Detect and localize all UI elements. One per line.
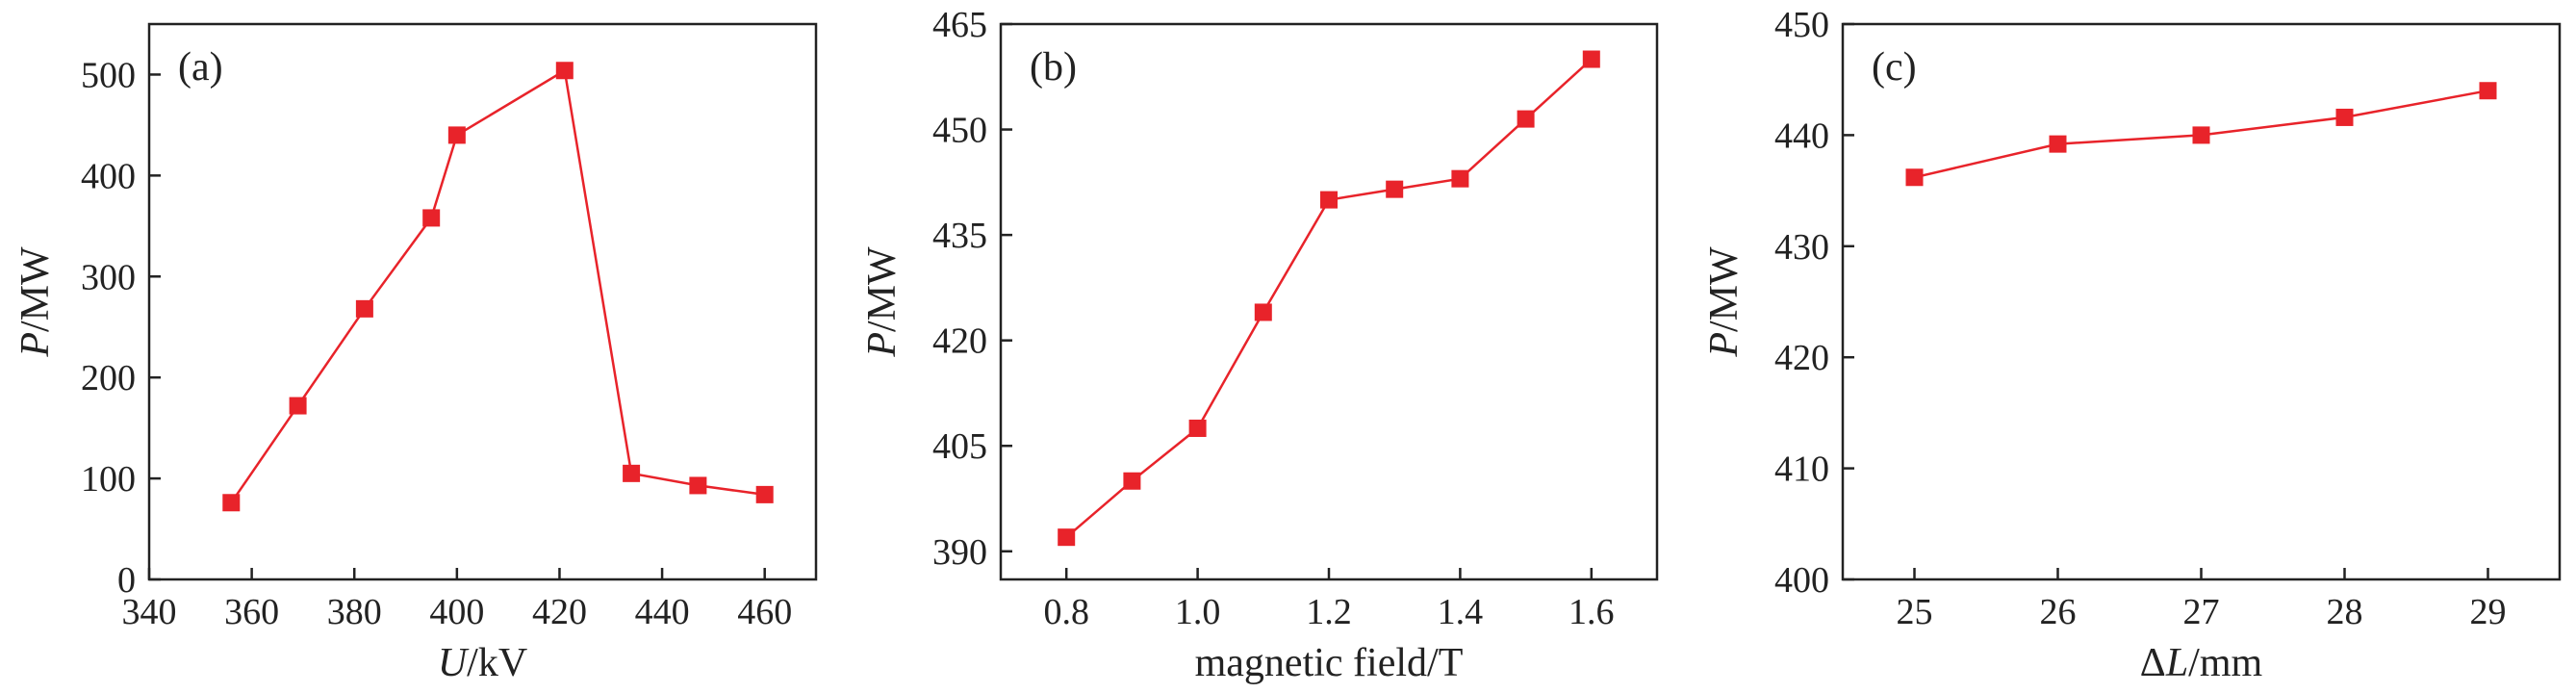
x-tick-label-c: 28 bbox=[2327, 592, 2363, 632]
x-tick-label-a: 360 bbox=[224, 592, 279, 632]
y-tick-label-a: 100 bbox=[81, 459, 136, 500]
data-point-c bbox=[2335, 108, 2354, 126]
data-point-b bbox=[1582, 50, 1600, 68]
data-point-a bbox=[222, 494, 241, 512]
y-tick-label-b: 420 bbox=[932, 321, 987, 362]
y-axis-label-symbol-a: P bbox=[13, 332, 58, 358]
y-tick-label-a: 200 bbox=[81, 358, 136, 398]
y-tick-label-a: 0 bbox=[117, 560, 136, 601]
x-axis-label-prefix-c: Δ bbox=[2140, 641, 2166, 685]
x-tick-label-b: 1.0 bbox=[1175, 592, 1221, 632]
data-point-a bbox=[623, 464, 641, 482]
chart-panel-a: 340 360 380 400 420 440 460 0 100 200 300 400 500 U/k… bbox=[13, 22, 818, 685]
data-point-a bbox=[355, 299, 373, 318]
data-point-b bbox=[1386, 180, 1404, 198]
plot-frame-a bbox=[147, 22, 818, 581]
data-point-a bbox=[555, 62, 574, 80]
x-tick-label-c: 26 bbox=[2040, 592, 2077, 632]
data-point-b bbox=[1058, 528, 1076, 547]
data-point-a bbox=[755, 485, 774, 503]
y-tick-label-c: 400 bbox=[1774, 560, 1829, 601]
data-point-c bbox=[1905, 168, 1924, 187]
x-tick-label-b: 1.6 bbox=[1569, 592, 1615, 632]
y-tick-label-b: 390 bbox=[932, 532, 987, 573]
y-axis-label-symbol-b: P bbox=[860, 332, 905, 358]
y-tick-label-b: 405 bbox=[932, 426, 987, 467]
x-tick-label-a: 400 bbox=[429, 592, 484, 632]
data-point-b bbox=[1517, 110, 1535, 128]
y-tick-label-c: 440 bbox=[1774, 116, 1829, 156]
x-axis-label-symbol-c: L bbox=[2165, 641, 2188, 685]
panel-label-a: (a) bbox=[178, 45, 223, 90]
y-axis-label-a: P/MW bbox=[13, 246, 58, 358]
y-tick-label-b: 450 bbox=[932, 111, 987, 151]
x-axis-label-unit-b: magnetic field/T bbox=[1195, 641, 1464, 685]
x-tick-label-a: 380 bbox=[327, 592, 382, 632]
data-point-a bbox=[447, 126, 466, 144]
x-axis-label-symbol-a: U bbox=[438, 641, 470, 685]
x-tick-label-b: 0.8 bbox=[1043, 592, 1089, 632]
y-tick-label-b: 465 bbox=[932, 5, 987, 45]
x-axis-label-unit-a: /kV bbox=[467, 641, 527, 685]
panel-label-b: (b) bbox=[1030, 45, 1077, 90]
data-point-a bbox=[422, 209, 441, 227]
panel-label-c: (c) bbox=[1872, 45, 1917, 90]
x-tick-label-b: 1.2 bbox=[1306, 592, 1352, 632]
y-tick-label-b: 435 bbox=[932, 216, 987, 256]
y-axis-label-b: P/MW bbox=[860, 246, 905, 358]
data-point-b bbox=[1254, 303, 1272, 321]
y-tick-label-c: 420 bbox=[1774, 338, 1829, 378]
chart-panel-b: 0.8 1.0 1.2 1.4 1.6 390 405 420 435 450 465 magneti… bbox=[860, 5, 1659, 685]
data-point-a bbox=[689, 476, 707, 495]
data-point-a bbox=[289, 397, 307, 415]
data-point-b bbox=[1451, 169, 1469, 188]
y-tick-label-c: 430 bbox=[1774, 227, 1829, 268]
y-tick-label-a: 300 bbox=[81, 257, 136, 297]
x-tick-label-b: 1.4 bbox=[1438, 592, 1484, 632]
chart-panel-c: 25 26 27 28 29 400 410 420 430 440 450 ΔL/mm P/MW (c) bbox=[1702, 5, 2562, 685]
y-axis-label-unit-a: /MW bbox=[13, 246, 58, 332]
y-tick-label-c: 450 bbox=[1774, 5, 1829, 45]
y-axis-label-unit-b: /MW bbox=[860, 246, 905, 332]
x-tick-label-a: 440 bbox=[635, 592, 690, 632]
y-axis-label-c: P/MW bbox=[1702, 246, 1747, 358]
data-point-c bbox=[2049, 135, 2067, 153]
x-axis-label-unit-c: /mm bbox=[2188, 641, 2262, 685]
x-tick-label-a: 460 bbox=[737, 592, 792, 632]
data-point-c bbox=[2479, 82, 2497, 100]
y-tick-label-a: 400 bbox=[81, 156, 136, 196]
x-tick-label-a: 420 bbox=[532, 592, 587, 632]
x-axis-label-c: ΔL/mm bbox=[2140, 641, 2263, 685]
x-tick-label-a: 340 bbox=[122, 592, 177, 632]
data-point-b bbox=[1320, 191, 1338, 209]
data-point-c bbox=[2192, 126, 2210, 144]
data-point-b bbox=[1188, 419, 1207, 437]
x-tick-label-c: 27 bbox=[2183, 592, 2220, 632]
x-axis-label-a: U/kV bbox=[438, 641, 527, 685]
y-axis-label-unit-c: /MW bbox=[1702, 246, 1747, 332]
x-tick-label-c: 29 bbox=[2470, 592, 2507, 632]
x-tick-label-c: 25 bbox=[1897, 592, 1933, 632]
y-tick-label-c: 410 bbox=[1774, 449, 1829, 490]
data-point-b bbox=[1123, 472, 1141, 490]
y-tick-label-a: 500 bbox=[81, 55, 136, 95]
x-axis-label-b: magnetic field/T bbox=[1195, 641, 1464, 685]
y-axis-label-symbol-c: P bbox=[1702, 332, 1747, 358]
